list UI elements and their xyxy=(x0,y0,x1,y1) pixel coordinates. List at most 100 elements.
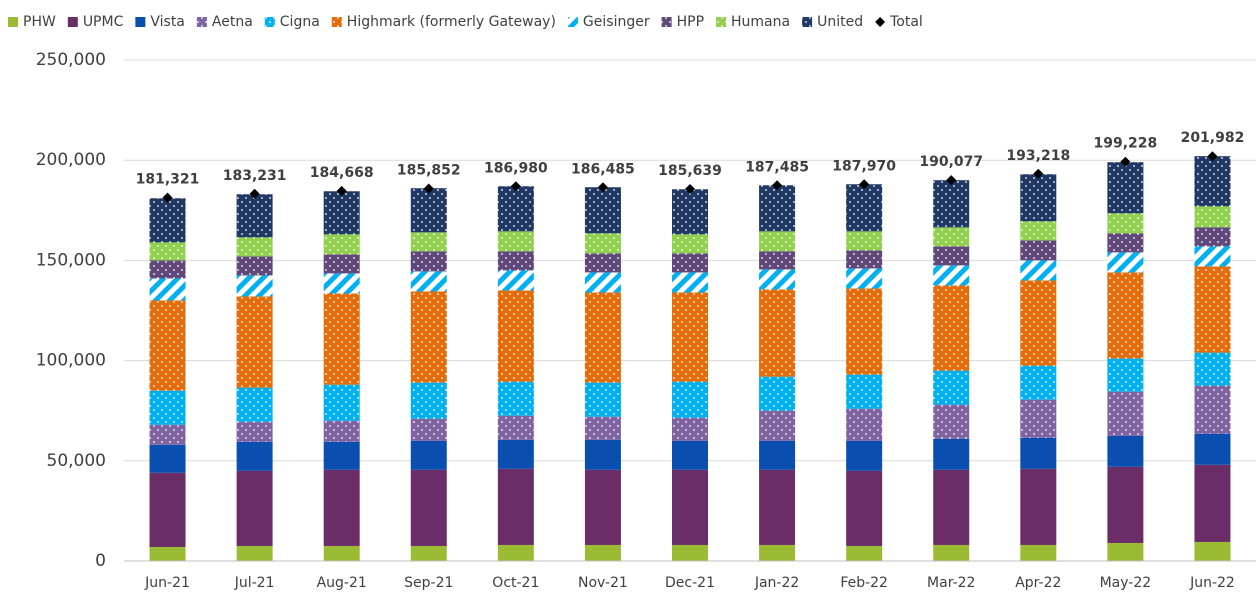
bar-segment xyxy=(759,231,796,252)
bar-segment xyxy=(236,237,273,257)
bar-segment xyxy=(1020,399,1057,438)
legend-label: Highmark (formerly Gateway) xyxy=(347,14,556,30)
y-tick-label: 200,000 xyxy=(36,150,106,170)
total-label: 187,485 xyxy=(745,159,809,175)
bar-segment xyxy=(236,470,273,546)
legend-label: Aetna xyxy=(212,14,253,30)
total-marker xyxy=(423,183,434,194)
total-marker xyxy=(1120,156,1131,167)
x-tick-label: Aug-21 xyxy=(317,575,367,591)
total-marker xyxy=(510,181,521,192)
bar-segment xyxy=(846,250,883,269)
bar-segment xyxy=(584,416,621,440)
y-tick-label: 250,000 xyxy=(36,50,106,70)
x-tick-label: Feb-22 xyxy=(840,575,888,591)
bar-segment xyxy=(933,438,970,470)
bar-segment xyxy=(236,275,273,297)
bar-segment xyxy=(323,273,360,294)
bar-segment xyxy=(933,227,970,247)
bar-segment xyxy=(1194,227,1231,247)
bar-segment xyxy=(410,188,447,233)
bar-segment xyxy=(323,469,360,546)
x-tick-label: Jun-22 xyxy=(1189,575,1235,591)
bar-segment xyxy=(1107,162,1144,214)
bar-segment xyxy=(1107,435,1144,467)
bar-segment xyxy=(584,382,621,417)
total-marker xyxy=(946,175,957,186)
total-label: 186,980 xyxy=(484,160,548,176)
legend-label: PHW xyxy=(23,14,56,30)
y-tick-label: 50,000 xyxy=(47,451,106,471)
bar-segment xyxy=(759,440,796,470)
x-tick-label: Mar-22 xyxy=(927,575,975,591)
bar-segment xyxy=(1020,174,1057,222)
total-label: 201,982 xyxy=(1181,130,1245,146)
bar-segment xyxy=(497,544,534,561)
bar-segment xyxy=(497,231,534,252)
bar-segment xyxy=(672,544,708,561)
bar-segment xyxy=(323,441,360,470)
total-label: 181,321 xyxy=(136,172,200,188)
bar-segment xyxy=(410,232,447,252)
bar-segment xyxy=(236,387,273,422)
bar-segment xyxy=(236,296,273,388)
legend-swatch xyxy=(8,17,18,27)
bar-segment xyxy=(1020,544,1057,561)
bar-segment xyxy=(846,440,883,471)
bar-segment xyxy=(1194,541,1231,561)
bar-segment xyxy=(149,300,186,391)
bar-segment xyxy=(497,186,534,232)
bar-segment xyxy=(584,272,621,293)
bar-segment xyxy=(410,418,447,441)
y-tick-label: 0 xyxy=(95,551,106,571)
bar-segment xyxy=(1194,156,1231,207)
bar-segment xyxy=(149,424,186,445)
bar-segment xyxy=(410,382,447,419)
bar-segment xyxy=(1107,252,1144,273)
bar-segment xyxy=(1194,246,1231,267)
bar-segment xyxy=(236,256,273,276)
bar-segment xyxy=(497,415,534,440)
bar-segment xyxy=(584,187,621,234)
bar-segment xyxy=(759,185,796,232)
legend-swatch xyxy=(567,17,578,27)
total-marker xyxy=(597,182,608,193)
bar-segment xyxy=(236,441,273,471)
bar-segment xyxy=(759,544,796,561)
total-label: 183,231 xyxy=(223,168,287,184)
total-marker xyxy=(1033,168,1044,179)
bar-segment xyxy=(846,184,883,232)
bar-segment xyxy=(759,410,796,441)
bar-segment xyxy=(497,468,534,545)
bar-segment xyxy=(1020,468,1057,545)
bar-segment xyxy=(584,439,621,470)
bar-segment xyxy=(149,390,186,425)
x-tick-label: Apr-22 xyxy=(1015,575,1061,591)
bar-segment xyxy=(323,545,360,561)
bar-segment xyxy=(497,251,534,271)
bar-segment xyxy=(1107,233,1144,253)
bar-segment xyxy=(672,234,708,254)
bar-segment xyxy=(323,254,360,274)
x-tick-label: Nov-21 xyxy=(578,575,628,591)
legend-label: HPP xyxy=(677,14,704,30)
bar-segment xyxy=(149,472,186,547)
bar-segment xyxy=(672,440,708,470)
bar-segment xyxy=(1020,221,1057,241)
legend-label: Vista xyxy=(150,14,185,30)
legend-swatch xyxy=(331,17,342,27)
bar-segment xyxy=(584,292,621,383)
bar-segment xyxy=(672,417,708,441)
total-marker xyxy=(249,188,260,199)
bar-segment xyxy=(933,404,970,439)
legend-swatch xyxy=(802,17,813,27)
total-label: 186,485 xyxy=(571,161,635,177)
x-tick-label: Jul-21 xyxy=(234,575,275,591)
legend-swatch xyxy=(716,17,727,27)
bar-segment xyxy=(1194,433,1231,465)
bar-segment xyxy=(1107,542,1144,561)
total-label: 193,218 xyxy=(1006,148,1070,164)
legend-swatch xyxy=(196,17,207,27)
bar-segment xyxy=(933,370,970,405)
bar-segment xyxy=(584,544,621,561)
